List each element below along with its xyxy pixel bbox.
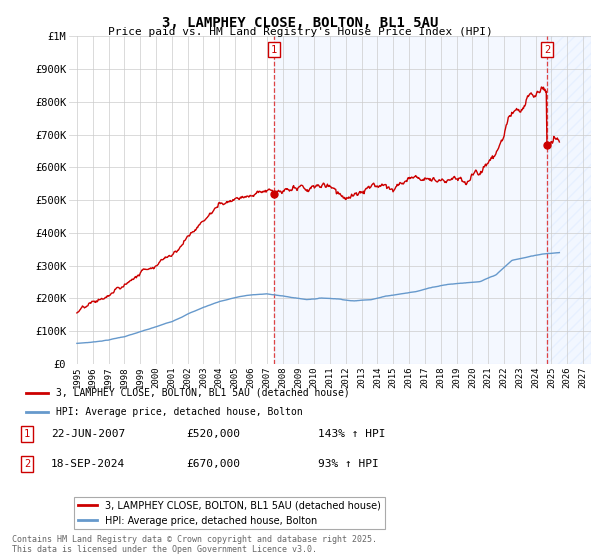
Text: Contains HM Land Registry data © Crown copyright and database right 2025.
This d: Contains HM Land Registry data © Crown c…: [12, 535, 377, 554]
Text: £520,000: £520,000: [186, 429, 240, 439]
Text: 93% ↑ HPI: 93% ↑ HPI: [318, 459, 379, 469]
Text: 2: 2: [24, 459, 30, 469]
Text: 18-SEP-2024: 18-SEP-2024: [51, 459, 125, 469]
Text: 3, LAMPHEY CLOSE, BOLTON, BL1 5AU (detached house): 3, LAMPHEY CLOSE, BOLTON, BL1 5AU (detac…: [56, 388, 350, 398]
Text: 1: 1: [271, 44, 277, 54]
Text: Price paid vs. HM Land Registry's House Price Index (HPI): Price paid vs. HM Land Registry's House …: [107, 27, 493, 37]
Bar: [274, 36, 547, 364]
Text: HPI: Average price, detached house, Bolton: HPI: Average price, detached house, Bolt…: [56, 407, 302, 417]
Legend: 3, LAMPHEY CLOSE, BOLTON, BL1 5AU (detached house), HPI: Average price, detached: 3, LAMPHEY CLOSE, BOLTON, BL1 5AU (detac…: [74, 497, 385, 530]
Text: 143% ↑ HPI: 143% ↑ HPI: [318, 429, 386, 439]
Text: £670,000: £670,000: [186, 459, 240, 469]
Text: 22-JUN-2007: 22-JUN-2007: [51, 429, 125, 439]
Text: 3, LAMPHEY CLOSE, BOLTON, BL1 5AU: 3, LAMPHEY CLOSE, BOLTON, BL1 5AU: [162, 16, 438, 30]
Text: 2: 2: [544, 44, 550, 54]
Bar: [547, 36, 591, 364]
Text: 1: 1: [24, 429, 30, 439]
